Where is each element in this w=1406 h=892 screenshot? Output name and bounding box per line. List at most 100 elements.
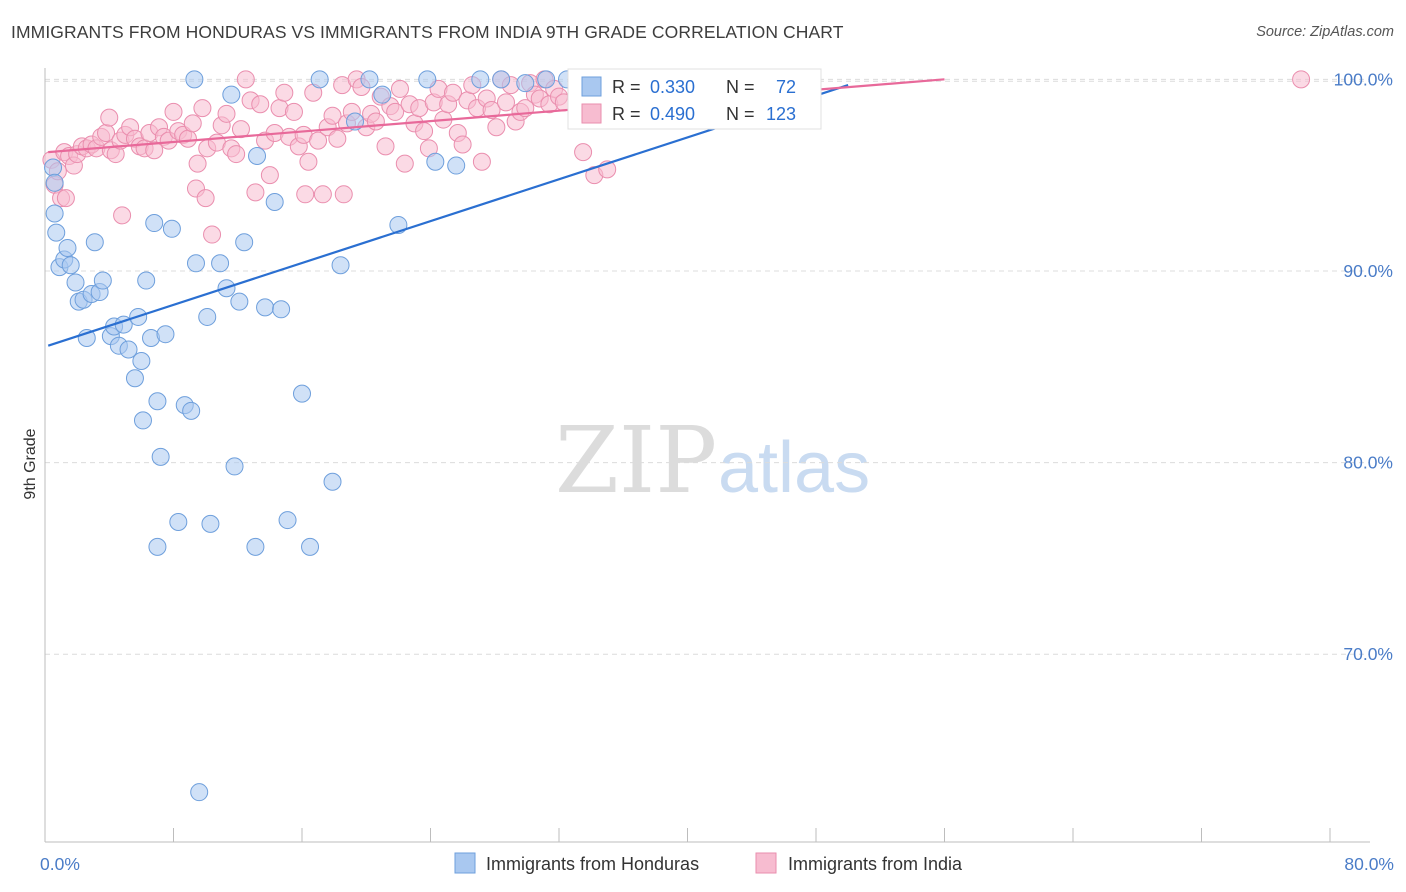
honduras-point [471, 70, 490, 89]
honduras-point [47, 223, 66, 242]
india-point [328, 129, 347, 148]
honduras-point [278, 511, 297, 530]
honduras-point [248, 146, 267, 165]
legend-india-swatch [755, 852, 777, 874]
india-point [323, 106, 342, 125]
india-point [496, 93, 515, 112]
india-point [260, 166, 279, 185]
honduras-point [447, 156, 466, 175]
x-tick-label: 80.0% [1344, 854, 1394, 874]
honduras-point [222, 85, 241, 104]
honduras-point [537, 70, 556, 89]
honduras-r-value: 0.330 [650, 77, 695, 97]
honduras-point [301, 537, 320, 556]
india-swatch [581, 103, 602, 124]
india-point [390, 79, 409, 98]
india-point [231, 120, 250, 139]
honduras-point [492, 70, 511, 89]
honduras-point [58, 238, 77, 257]
honduras-point [148, 392, 167, 411]
india-point [196, 189, 215, 208]
honduras-point [331, 256, 350, 275]
india-point [487, 118, 506, 137]
source-attribution: Source: ZipAtlas.com [1256, 24, 1394, 40]
india-point [164, 102, 183, 121]
india-point [236, 70, 255, 89]
india-point [145, 141, 164, 160]
honduras-point [132, 352, 151, 371]
x-tick-label: 0.0% [40, 854, 80, 874]
y-tick-label: 70.0% [1343, 644, 1393, 664]
honduras-point [293, 384, 311, 403]
honduras-point [272, 300, 291, 319]
india-point [193, 99, 212, 118]
india-point [376, 137, 395, 156]
honduras-point [185, 70, 204, 89]
india-point [113, 206, 132, 225]
honduras-n-label: N = [726, 77, 755, 97]
y-axis-label: 9th Grade [22, 428, 39, 499]
honduras-n-value: 72 [776, 77, 796, 97]
honduras-point [265, 192, 284, 211]
honduras-point [182, 401, 201, 420]
honduras-point [44, 158, 63, 177]
honduras-point [190, 783, 209, 802]
india-point [386, 102, 405, 121]
india-point [334, 185, 353, 204]
honduras-point [125, 369, 144, 388]
india-n-value: 123 [766, 104, 796, 124]
honduras-point [310, 70, 329, 89]
honduras-point [230, 292, 249, 311]
watermark-zip: ZIP [555, 407, 717, 514]
series-india-points [42, 70, 1311, 244]
honduras-point [198, 307, 217, 326]
watermark: ZIP atlas [555, 407, 870, 514]
india-r-label: R = [612, 104, 641, 124]
y-tick-label: 80.0% [1343, 453, 1393, 473]
honduras-point [426, 152, 445, 171]
india-point [56, 189, 75, 208]
legend-honduras-label: Immigrants from Honduras [486, 854, 699, 874]
gridlines [45, 78, 1370, 655]
india-point [453, 135, 472, 154]
honduras-point [148, 537, 167, 556]
india-point [217, 104, 236, 123]
honduras-point [145, 214, 164, 233]
y-tick-label: 90.0% [1343, 261, 1393, 281]
india-point [309, 131, 328, 150]
india-point [183, 114, 202, 133]
honduras-point [133, 411, 152, 430]
india-point [227, 145, 246, 164]
india-point [100, 108, 119, 127]
legend-honduras-swatch [454, 852, 476, 874]
honduras-r-label: R = [612, 77, 641, 97]
stats-legend: R = 0.330 N = 72 R = 0.490 N = 123 [567, 68, 822, 130]
series-honduras-points [44, 70, 620, 802]
india-r-value: 0.490 [650, 104, 695, 124]
honduras-point [373, 85, 392, 104]
honduras-point [45, 204, 64, 223]
india-point [251, 95, 270, 114]
axes: 100.0% 90.0% 80.0% 70.0% 0.0% 80.0% [40, 68, 1394, 874]
honduras-swatch [581, 76, 602, 97]
honduras-point [225, 457, 244, 476]
india-point [472, 152, 491, 171]
india-point [313, 185, 332, 204]
honduras-point [211, 254, 230, 273]
india-point [415, 122, 434, 141]
india-point [203, 225, 222, 244]
india-point [188, 154, 207, 173]
honduras-point [137, 271, 156, 290]
honduras-point [516, 74, 535, 93]
honduras-point [156, 325, 175, 344]
series-legend: Immigrants from Honduras Immigrants from… [454, 852, 963, 874]
india-point [296, 185, 315, 204]
india-point [299, 152, 318, 171]
legend-india-label: Immigrants from India [788, 854, 963, 874]
honduras-point [61, 256, 80, 275]
honduras-point [45, 173, 64, 192]
honduras-point [323, 472, 342, 491]
honduras-point [93, 271, 112, 290]
india-point [275, 83, 294, 102]
